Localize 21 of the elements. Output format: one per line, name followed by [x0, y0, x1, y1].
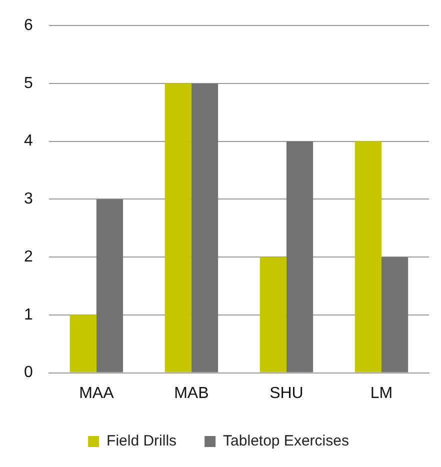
legend-label: Field Drills: [106, 432, 177, 450]
bar: [164, 83, 192, 372]
y-tick-label: 5: [24, 74, 33, 92]
x-tick-label: MAB: [174, 384, 209, 402]
bar: [286, 141, 314, 372]
bar: [96, 199, 124, 372]
y-tick-label: 2: [24, 248, 33, 266]
bar: [354, 141, 382, 372]
legend-label: Tabletop Exercises: [223, 432, 349, 450]
bar: [191, 83, 218, 372]
x-tick-label: LM: [370, 384, 393, 402]
y-tick-label: 6: [24, 17, 33, 34]
y-tick-label: 3: [24, 190, 33, 208]
y-tick-label: 0: [24, 364, 33, 382]
x-tick-label: MAA: [79, 384, 114, 402]
bar: [70, 314, 96, 372]
y-tick-label: 1: [24, 306, 33, 324]
y-tick-label: 4: [24, 132, 33, 150]
bar: [381, 257, 408, 372]
bar: [260, 257, 286, 372]
x-tick-label: SHU: [270, 384, 304, 402]
